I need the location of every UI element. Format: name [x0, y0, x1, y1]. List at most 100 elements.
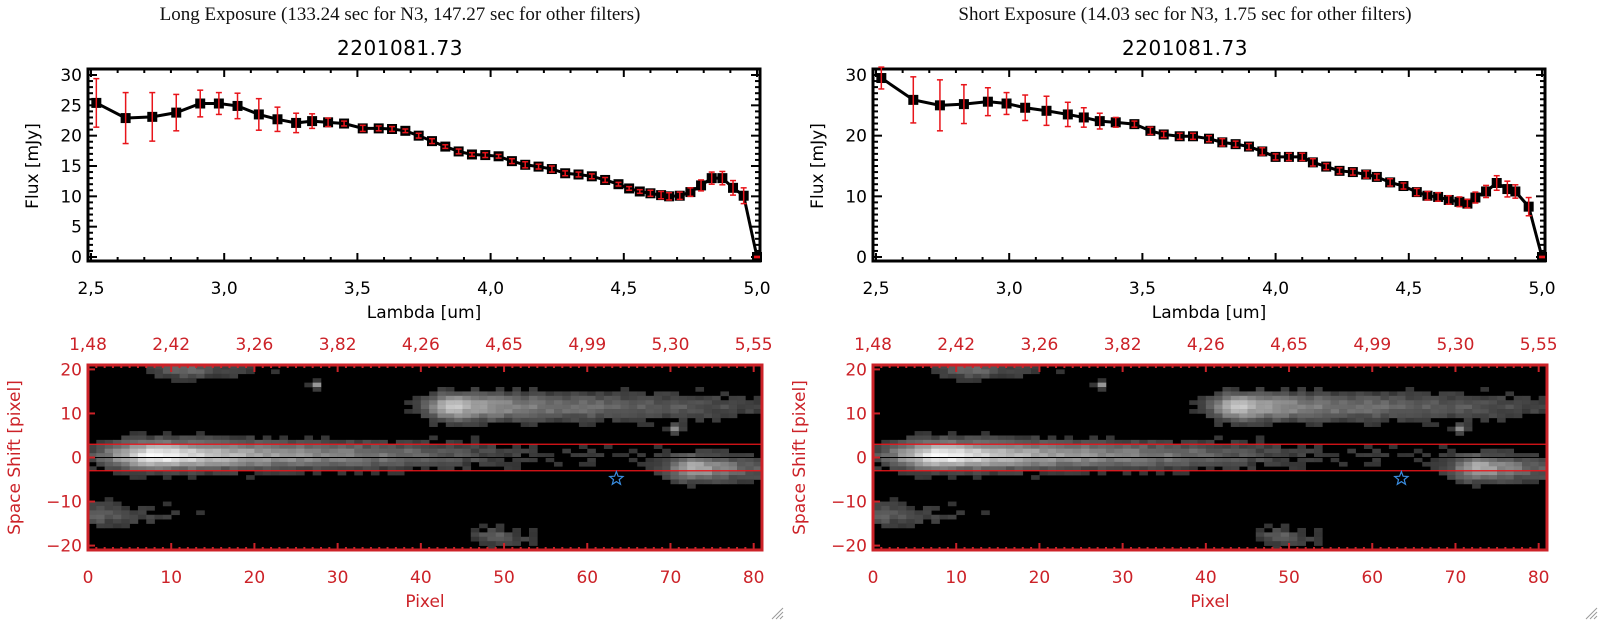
star-marker-icon [608, 469, 625, 486]
x-tick-label: 4,5 [1395, 279, 1422, 299]
y-axis-label: Flux [mJy] [23, 123, 43, 209]
error-bar [122, 91, 129, 145]
x-tick-label: 0 [868, 568, 879, 588]
error-bar [1349, 168, 1356, 176]
x-tick-label: 4,0 [1262, 279, 1289, 299]
x-tick-label: 5,0 [743, 279, 770, 299]
error-bar [293, 112, 300, 134]
resize-grip-icon[interactable] [770, 606, 784, 620]
error-bar [1373, 173, 1380, 181]
y-tick-label: 20 [845, 127, 867, 147]
x-tick-label: 4,0 [477, 279, 504, 299]
image-pixels [88, 365, 763, 551]
y-tick-label: −20 [46, 537, 82, 557]
x-tick-label: 30 [1112, 568, 1134, 588]
image-pixels [873, 365, 1548, 551]
error-bar [1003, 91, 1010, 116]
exposure-title: Short Exposure (14.03 sec for N3, 1.75 s… [958, 4, 1412, 25]
y-tick-label: 15 [60, 157, 82, 177]
top-axis-tick-label: 4,99 [1353, 335, 1391, 355]
error-bar [93, 77, 100, 128]
error-bar [1190, 132, 1197, 141]
error-bar [1064, 101, 1071, 128]
error-bar [522, 161, 529, 169]
error-bar [666, 191, 673, 201]
top-axis-tick-label: 1,48 [854, 335, 892, 355]
error-bar [468, 151, 475, 158]
error-bar [1206, 134, 1212, 143]
top-axis-tick-label: 4,99 [568, 335, 606, 355]
x-tick-label: 3,5 [344, 279, 371, 299]
error-bar [1219, 137, 1226, 147]
y-tick-label: −20 [831, 537, 867, 557]
error-bar [389, 125, 396, 133]
error-bar [215, 91, 222, 116]
error-bar [910, 76, 917, 124]
error-bar [359, 124, 366, 133]
x-tick-label: 30 [327, 568, 349, 588]
x-axis-label: Pixel [1190, 592, 1229, 612]
error-bar [636, 188, 643, 195]
error-bar [708, 171, 715, 185]
x-tick-label: 10 [945, 568, 967, 588]
x-tick-label: 4,5 [610, 279, 637, 299]
panel-short-exposure: Short Exposure (14.03 sec for N3, 1.75 s… [785, 0, 1585, 630]
error-bar [149, 91, 156, 142]
spectrum-plot-short: 2,5 3,0 3,5 4,0 4,5 5,0 0 10 20 30 Lambda [um] Flux… [808, 66, 1556, 323]
top-axis-tick-label: 5,30 [1437, 335, 1475, 355]
error-bar [1160, 130, 1167, 139]
resize-grip-icon[interactable] [1584, 606, 1598, 620]
x-tick-label: 80 [743, 568, 765, 588]
top-axis-tick-label: 5,30 [652, 335, 690, 355]
x-tick-label: 40 [410, 568, 432, 588]
error-bar [1309, 157, 1316, 167]
x-tick-label: 50 [493, 568, 515, 588]
y-tick-label: 30 [845, 66, 867, 86]
error-bar [676, 191, 683, 201]
error-bar [1504, 180, 1511, 198]
error-bar [1285, 152, 1292, 162]
x-tick-label: 5,0 [1528, 279, 1555, 299]
error-bar [1512, 184, 1519, 199]
error-bar [1424, 190, 1431, 201]
object-title: 2201081.73 [337, 36, 463, 60]
error-bar [740, 187, 747, 205]
error-bar [325, 117, 332, 128]
error-bar [1176, 132, 1183, 141]
error-bar [1131, 120, 1138, 128]
y-tick-label: 10 [60, 187, 82, 207]
error-bar [255, 97, 262, 131]
error-bar [1022, 94, 1029, 122]
spectral-image-long: 0 10 20 30 40 50 60 70 80 −20 −10 0 10 20 1,48 2,42 3,26… [5, 335, 773, 612]
error-bar [658, 190, 665, 200]
error-bar [754, 255, 760, 259]
star-marker-icon [1393, 469, 1410, 486]
x-tick-label: 70 [660, 568, 682, 588]
error-bar [173, 93, 180, 132]
y-tick-label: 10 [60, 404, 82, 424]
x-tick-label: 3,5 [1129, 279, 1156, 299]
x-axis-label: Lambda [um] [1152, 303, 1266, 323]
y-tick-label: 20 [60, 360, 82, 380]
top-axis-tick-label: 3,82 [1104, 335, 1142, 355]
error-bar [626, 185, 633, 192]
error-bar [1043, 95, 1050, 127]
error-bar [1336, 167, 1343, 175]
top-axis-tick-label: 4,65 [1270, 335, 1308, 355]
error-bar [1147, 126, 1154, 136]
y-axis-label: Flux [mJy] [808, 123, 828, 209]
error-bar [197, 89, 204, 118]
y-tick-label: 0 [856, 248, 867, 268]
error-bar [482, 151, 489, 159]
error-bar [984, 86, 991, 117]
top-axis-tick-label: 2,42 [152, 335, 190, 355]
flux-line [95, 101, 759, 258]
x-tick-label: 60 [1361, 568, 1383, 588]
y-axis-label: Space Shift [pixel] [5, 380, 25, 535]
error-bar [1435, 191, 1442, 202]
error-bar [615, 181, 622, 187]
x-tick-label: 50 [1278, 568, 1300, 588]
x-tick-label: 2,5 [77, 279, 104, 299]
error-bar [1096, 112, 1103, 130]
x-tick-label: 2,5 [862, 279, 889, 299]
